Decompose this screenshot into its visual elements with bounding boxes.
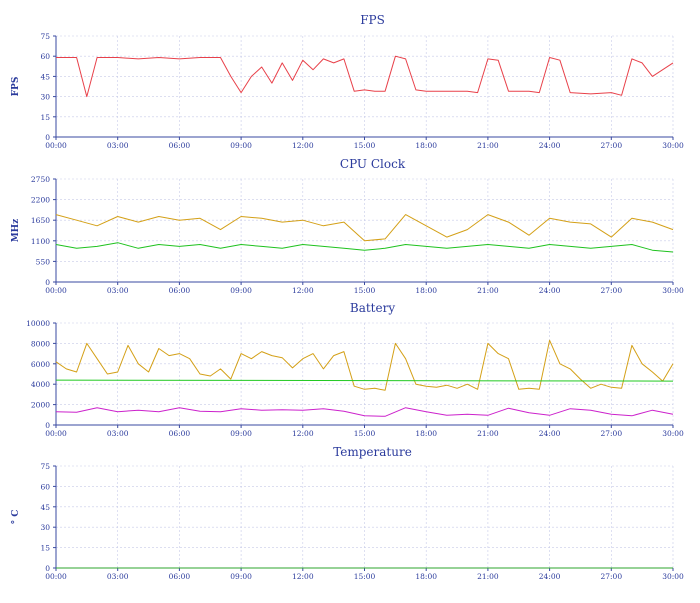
series-line-1 [55,379,674,382]
x-tick-label: 09:00 [230,286,252,295]
y-tick-label: 15 [40,113,50,122]
y-tick-label: 6000 [31,360,50,369]
x-tick-label: 06:00 [169,286,191,295]
x-tick-label: 12:00 [292,429,314,438]
series-line-0 [55,339,674,391]
y-axis-label: FPS [11,77,21,97]
x-tick-label: 18:00 [415,141,437,150]
y-tick-label: 1650 [31,216,50,225]
y-tick-label: 0 [45,564,50,573]
y-tick-label: 45 [40,72,50,81]
x-tick-label: 06:00 [169,141,191,150]
x-tick-label: 15:00 [354,286,376,295]
y-tick-label: 60 [40,52,50,61]
y-tick-label: 8000 [31,339,50,348]
chart-panel-1: CPU Clock 0 550 1100 1650 2200 2750 00:00 03:00 0… [11,157,684,295]
x-tick-label: 30:00 [662,286,684,295]
series-line-0 [56,55,674,98]
x-tick-label: 12:00 [292,286,314,295]
y-tick-label: 0 [45,421,50,430]
x-tick-label: 24:00 [539,141,561,150]
y-axis-label: ° C [11,510,21,525]
series-line-1 [55,242,674,253]
x-tick-label: 30:00 [662,429,684,438]
y-tick-label: 550 [36,257,51,266]
chart-title: CPU Clock [340,157,406,171]
x-tick-label: 06:00 [169,429,191,438]
x-tick-label: 03:00 [107,141,129,150]
x-tick-label: 18:00 [415,286,437,295]
chart-title: Battery [350,301,395,315]
x-tick-label: 00:00 [45,572,67,581]
y-tick-label: 0 [45,278,50,287]
x-tick-label: 21:00 [477,572,499,581]
x-tick-label: 00:00 [45,141,67,150]
y-tick-label: 45 [40,503,50,512]
x-tick-label: 27:00 [600,429,622,438]
x-tick-label: 06:00 [169,572,191,581]
y-tick-label: 0 [45,133,50,142]
y-tick-label: 15 [40,544,50,553]
x-tick-label: 24:00 [539,286,561,295]
x-tick-label: 21:00 [477,141,499,150]
x-tick-label: 24:00 [539,572,561,581]
chart-title: FPS [360,13,385,27]
x-tick-label: 09:00 [230,572,252,581]
x-tick-label: 12:00 [292,141,314,150]
y-axis-label: MHz [11,219,21,243]
x-tick-label: 21:00 [477,429,499,438]
y-tick-label: 30 [40,93,50,102]
chart-panel-3: Temperature 0 15 30 45 60 75 00:00 03:00 06:00 09:… [11,445,684,581]
x-tick-label: 27:00 [600,141,622,150]
y-tick-label: 30 [40,523,50,532]
x-tick-label: 27:00 [600,286,622,295]
x-tick-label: 03:00 [107,429,129,438]
x-tick-label: 18:00 [415,429,437,438]
y-tick-label: 60 [40,482,50,491]
y-tick-label: 75 [40,462,50,471]
x-tick-label: 15:00 [354,572,376,581]
y-tick-label: 2000 [31,401,50,410]
x-tick-label: 03:00 [107,286,129,295]
x-tick-label: 00:00 [45,429,67,438]
y-tick-label: 10000 [26,319,50,328]
x-tick-label: 24:00 [539,429,561,438]
x-tick-label: 00:00 [45,286,67,295]
chart-panel-0: FPS 0 15 30 45 60 75 00:00 03:00 06:00 09:00 12:00 1… [11,13,684,150]
x-tick-label: 09:00 [230,429,252,438]
x-tick-label: 09:00 [230,141,252,150]
x-tick-label: 21:00 [477,286,499,295]
x-tick-label: 30:00 [662,572,684,581]
y-tick-label: 2750 [31,175,50,184]
x-tick-label: 03:00 [107,572,129,581]
x-tick-label: 27:00 [600,572,622,581]
series-line-0 [55,214,674,242]
y-tick-label: 2200 [31,196,50,205]
x-tick-label: 15:00 [354,141,376,150]
chart-title: Temperature [333,445,412,459]
x-tick-label: 15:00 [354,429,376,438]
y-tick-label: 4000 [31,380,50,389]
x-tick-label: 18:00 [415,572,437,581]
y-tick-label: 1100 [31,237,50,246]
x-tick-label: 12:00 [292,572,314,581]
x-tick-label: 30:00 [662,141,684,150]
series-line-2 [55,407,674,417]
chart-panel-2: Battery 0 2000 4000 6000 8000 10000 00:00 03:00 0… [26,301,684,438]
y-tick-label: 75 [40,32,50,41]
